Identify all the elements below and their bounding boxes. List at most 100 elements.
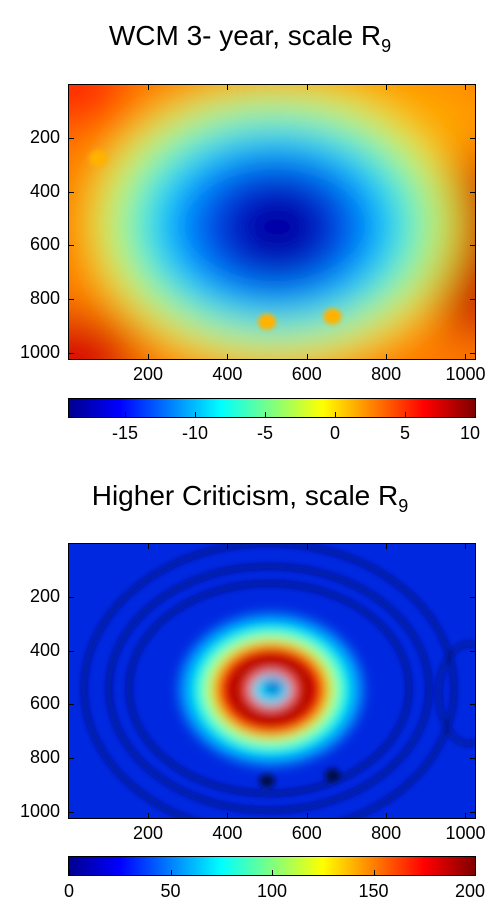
- chart-1-xtick-mark-top-600: [306, 85, 308, 90]
- chart-1-ytick-800: 800: [29, 288, 60, 308]
- chart-1-ytick-mark-right-200: [470, 138, 475, 140]
- chart-1-xtick-mark-top-200: [147, 85, 149, 90]
- chart-2-title-main: Higher Criticism, scale R: [91, 480, 399, 511]
- chart-2-contour-right-edge: [436, 641, 475, 747]
- chart-2-ytick-mark-400: [69, 650, 74, 652]
- chart-2-xtick-mark-400: [227, 813, 229, 818]
- chart-2-contour-rings: [81, 544, 475, 818]
- chart-2-contour-ring-3: [126, 580, 412, 796]
- chart-1-colorbar-tick-5: 5: [399, 423, 410, 443]
- chart-1-xtick-mark-top-400: [227, 85, 229, 90]
- chart-1-colorbar-gradient: [69, 399, 475, 417]
- chart-1-ytick-mark-600: [69, 245, 74, 247]
- chart-1-colorbar-tick-mark--5: [265, 412, 266, 417]
- chart-2-colorbar-tick-100: 100: [256, 881, 288, 901]
- chart-1-colorbar-tick-mark--10: [195, 412, 196, 417]
- chart-1-xtick-800: 800: [371, 364, 402, 384]
- chart-1-colorbar-tick-0: 0: [329, 423, 340, 443]
- chart-1-ytick-mark-800: [69, 299, 74, 300]
- chart-2-contour-ring-2: [106, 563, 432, 813]
- chart-2-ytick-mark-right-200: [470, 597, 475, 599]
- chart-2-ytick-800: 800: [29, 747, 60, 767]
- chart-1-xtick-mark-1000: [465, 354, 467, 359]
- chart-1-ytick-600: 600: [29, 234, 60, 255]
- chart-1-colorbar-tick-mark--15: [125, 412, 126, 417]
- chart-2-xtick-mark-top-400: [227, 544, 229, 549]
- chart-2-colorbar-tick-mark-100: [272, 870, 273, 875]
- chart-2-ytick-600: 600: [29, 693, 60, 714]
- chart-2-xtick-mark-top-800: [386, 544, 388, 549]
- chart-2-colorbar-tick-150: 150: [358, 881, 389, 901]
- chart-2-xtick-800: 800: [371, 823, 402, 843]
- chart-2-ytick-200: 200: [29, 586, 60, 607]
- chart-1-heatmap: [68, 84, 476, 360]
- chart-2-ytick-mark-right-1000: [470, 811, 475, 813]
- chart-2-title: Higher Criticism, scale R9: [0, 480, 500, 517]
- chart-1-xtick-mark-400: [227, 354, 229, 359]
- chart-1-colorbar-tick-mark-10: [475, 412, 476, 417]
- chart-1-colorbar-tick--15: -15: [111, 423, 138, 443]
- chart-1-colorbar-tick--10: -10: [181, 423, 208, 443]
- chart-2-ytick-mark-200: [69, 597, 74, 599]
- chart-2-marked-point-1: [259, 773, 276, 788]
- chart-2-colorbar-tick-mark-200: [475, 870, 476, 875]
- chart-1-marked-point-3: [323, 308, 342, 325]
- chart-1-xtick-mark-top-1000: [465, 85, 467, 90]
- chart-1-xtick-mark-800: [386, 354, 388, 359]
- chart-2-xtick-mark-800: [386, 813, 388, 818]
- chart-1-xtick-600: 600: [291, 364, 322, 384]
- chart-1-colorbar-tick-10: 10: [459, 423, 481, 443]
- chart-2-xtick-mark-top-200: [147, 544, 149, 549]
- chart-1-marked-point-2: [258, 313, 277, 330]
- chart-2-center-blue: [264, 680, 283, 695]
- chart-2-xtick-400: 400: [212, 823, 243, 843]
- chart-1-ytick-400: 400: [29, 180, 60, 201]
- chart-2-title-subscript: 9: [398, 496, 409, 516]
- chart-1-marked-point-1: [89, 150, 108, 167]
- chart-2-ytick-mark-right-400: [470, 650, 475, 652]
- chart-1-xtick-mark-600: [306, 354, 308, 359]
- chart-1-xtick-mark-200: [147, 354, 149, 359]
- chart-1-ytick-200: 200: [29, 127, 60, 148]
- chart-2-heatmap: [68, 543, 476, 819]
- chart-2-xtick-600: 600: [291, 823, 322, 843]
- chart-1-ytick-mark-right-1000: [470, 352, 475, 354]
- chart-2-colorbar-tick-mark-150: [373, 870, 375, 875]
- chart-1-ytick-mark-right-800: [470, 299, 475, 300]
- chart-1-colorbar: [68, 398, 476, 418]
- chart-2-ytick-400: 400: [29, 639, 60, 660]
- chart-1-xtick-mark-top-800: [386, 85, 388, 90]
- chart-2-ytick-1000: 1000: [19, 800, 60, 821]
- chart-2-ytick-mark-right-800: [470, 758, 475, 759]
- chart-2-xtick-1000: 1000: [445, 823, 486, 843]
- chart-2-xtick-200: 200: [132, 823, 163, 843]
- chart-2-ytick-mark-1000: [69, 811, 74, 813]
- chart-1-colorbar-tick-mark-0: [335, 412, 336, 417]
- chart-1-heatmap-svg: [69, 85, 475, 359]
- chart-2-colorbar-tick-0: 0: [63, 881, 74, 901]
- chart-1-ytick-mark-1000: [69, 352, 74, 354]
- chart-2-heatmap-svg: [69, 544, 475, 818]
- chart-1-title: WCM 3- year, scale R9: [0, 20, 500, 57]
- chart-1-ytick-mark-400: [69, 191, 74, 193]
- chart-2-xtick-mark-1000: [465, 813, 467, 818]
- chart-1-title-subscript: 9: [381, 36, 392, 56]
- chart-1-title-main: WCM 3- year, scale R: [108, 20, 382, 51]
- chart-1-colorbar-tick--5: -5: [256, 423, 273, 443]
- chart-2-xtick-mark-200: [147, 813, 149, 818]
- chart-1-ytick-mark-200: [69, 138, 74, 140]
- chart-2-xtick-mark-top-1000: [465, 544, 467, 549]
- chart-2-ytick-mark-800: [69, 758, 74, 759]
- chart-2-xtick-mark-top-600: [306, 544, 308, 549]
- chart-1-xtick-400: 400: [212, 364, 243, 384]
- chart-2-colorbar-tick-mark-50: [170, 870, 172, 875]
- chart-1-colorbar-tick-mark-5: [405, 412, 406, 417]
- chart-2-xtick-mark-600: [306, 813, 308, 818]
- chart-2-ytick-mark-600: [69, 704, 74, 706]
- chart-2-colorbar-tick-mark-0: [69, 870, 70, 875]
- chart-1-ytick-mark-right-600: [470, 245, 475, 247]
- chart-1-ytick-mark-right-400: [470, 191, 475, 193]
- chart-1-field-corner-top-left: [69, 85, 129, 130]
- chart-1-xtick-1000: 1000: [445, 364, 486, 384]
- chart-2-colorbar-tick-200: 200: [454, 881, 486, 901]
